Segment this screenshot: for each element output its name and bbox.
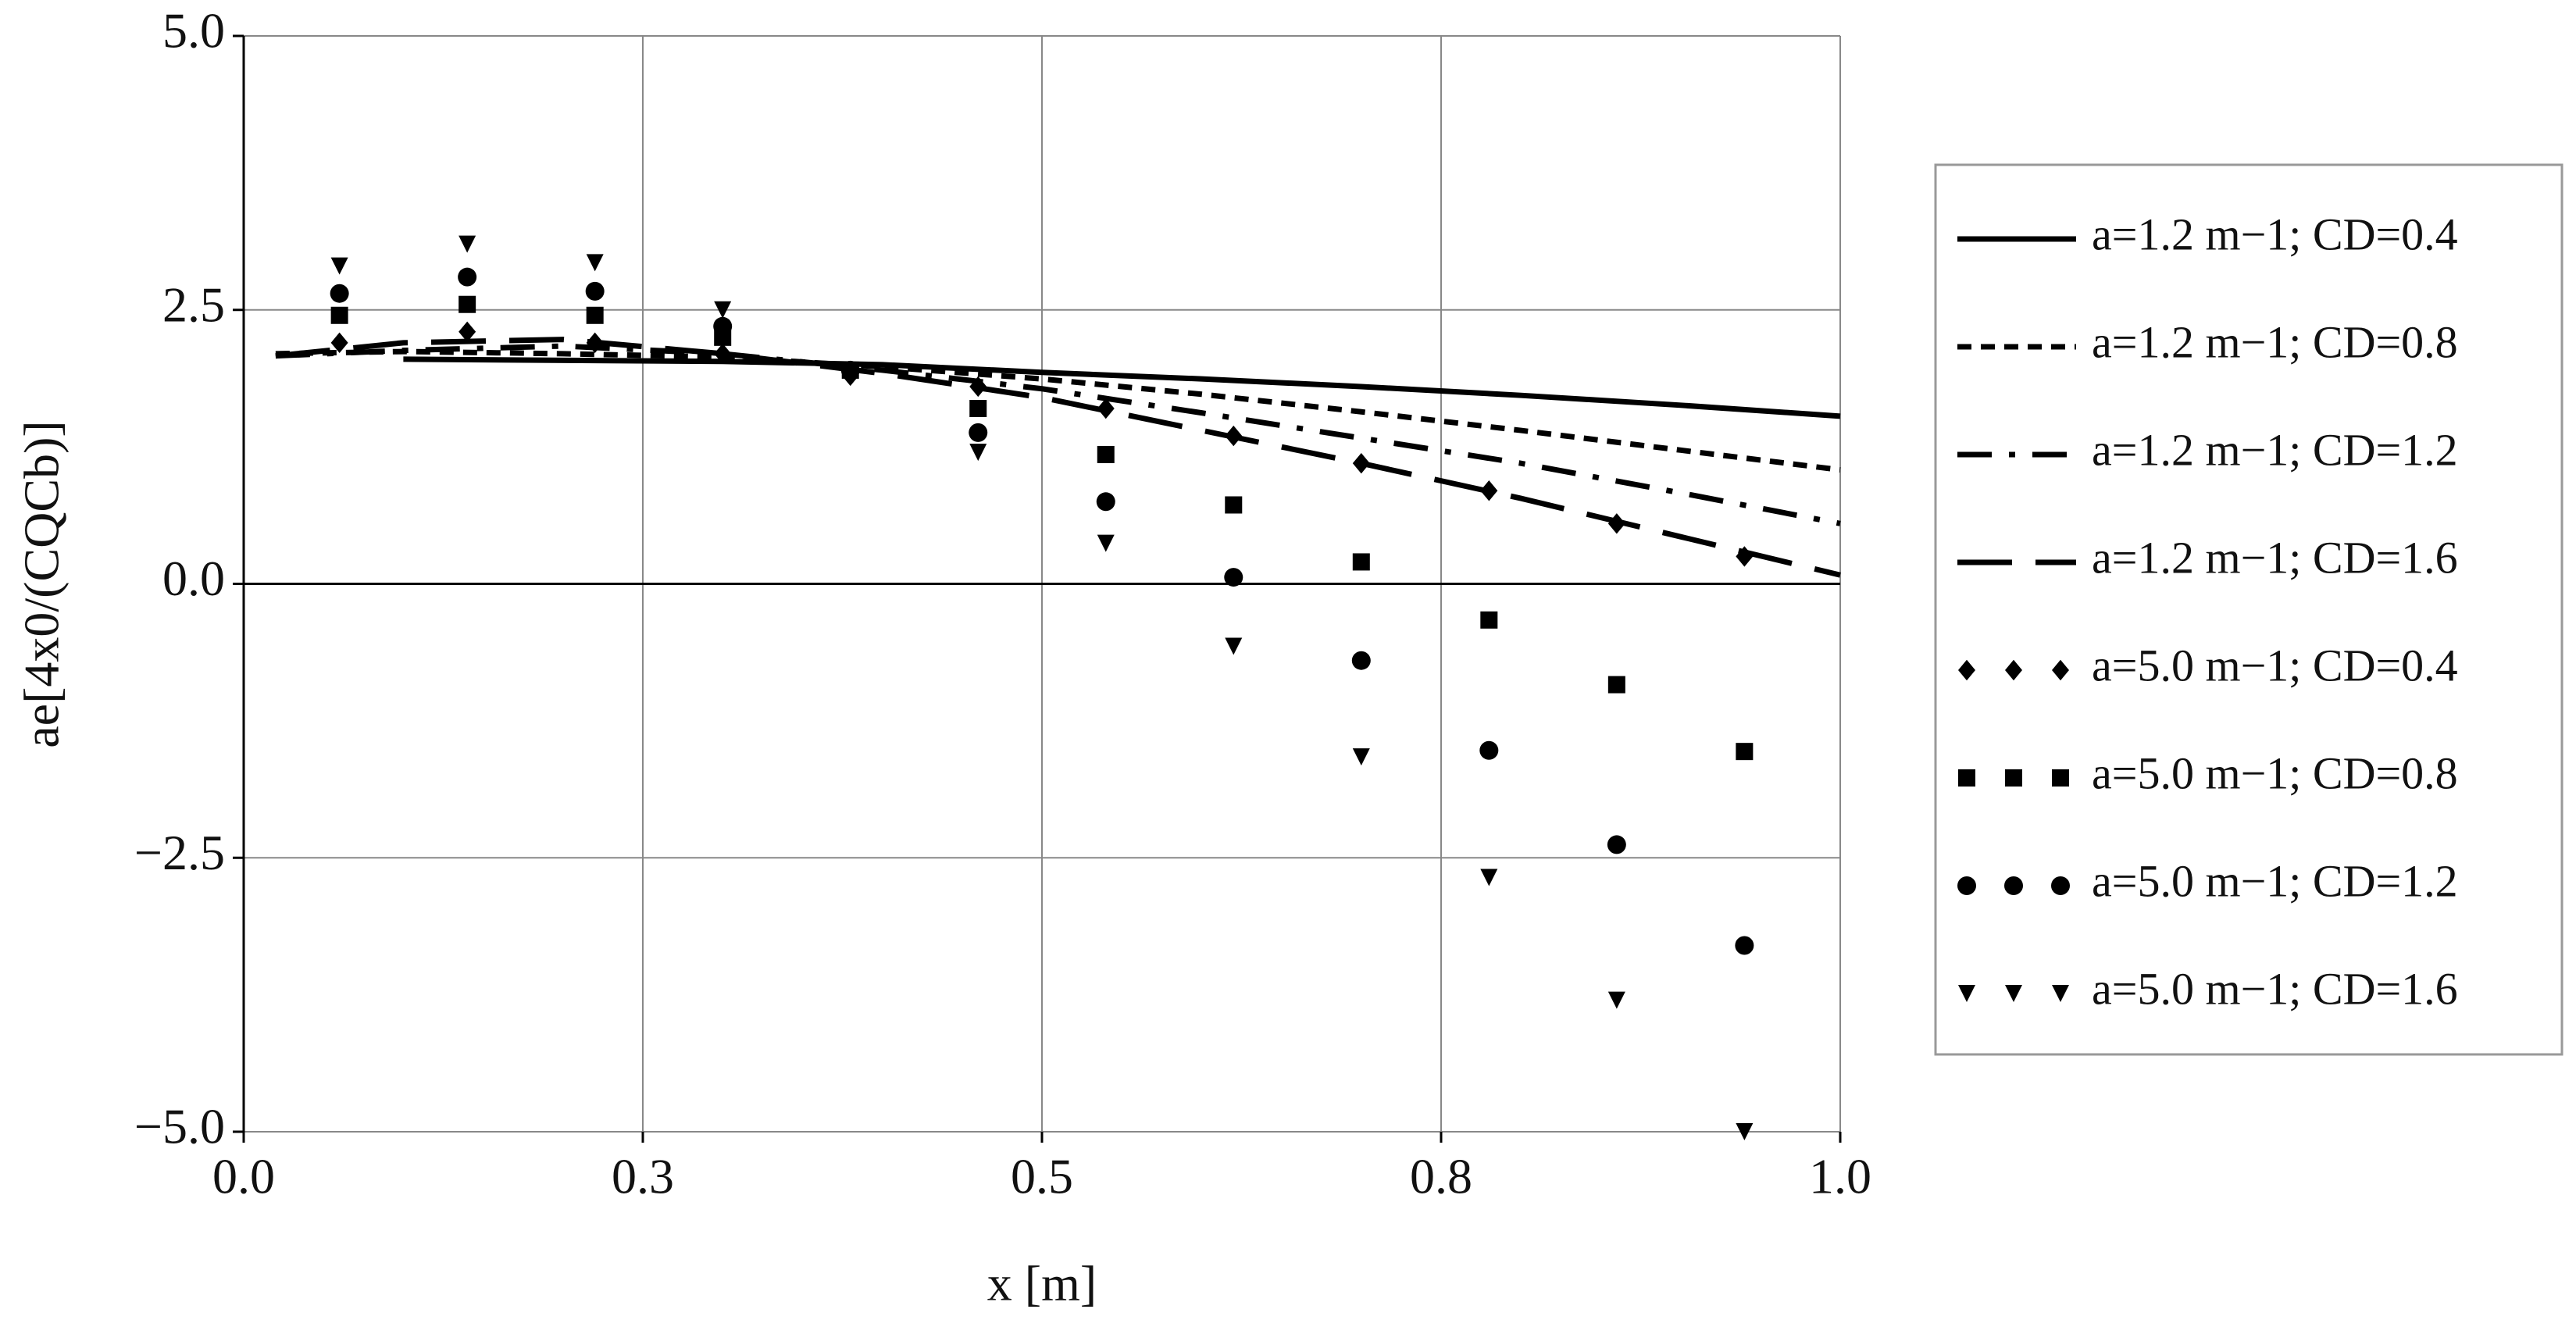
legend-swatch xyxy=(2052,985,2069,1002)
legend-box xyxy=(1934,163,2564,1056)
y-tick-label: 2.5 xyxy=(162,276,225,332)
data-point xyxy=(458,235,476,253)
series-line xyxy=(275,348,1841,473)
data-point xyxy=(1096,492,1115,512)
data-point xyxy=(330,257,348,275)
data-point xyxy=(969,423,988,442)
data-point xyxy=(586,306,604,324)
x-tick-label: 0.8 xyxy=(1410,1149,1472,1204)
data-point xyxy=(1097,398,1115,419)
data-point xyxy=(1480,480,1498,501)
legend-swatch xyxy=(2052,659,2069,681)
legend-label: a=5.0 m−1; CD=0.8 xyxy=(2092,747,2458,798)
data-point xyxy=(1735,936,1754,955)
legend-swatch xyxy=(1958,985,1975,1002)
data-point xyxy=(458,321,476,343)
data-point xyxy=(330,306,348,324)
data-point xyxy=(1480,869,1498,886)
y-tick-label: −5.0 xyxy=(134,1099,225,1154)
y-tick-label: 0.0 xyxy=(162,551,225,606)
series-line xyxy=(275,337,1841,578)
legend-swatch xyxy=(2005,985,2022,1002)
data-point xyxy=(1736,546,1754,567)
data-point xyxy=(969,444,987,462)
series-line xyxy=(275,343,1841,526)
legend-label: a=1.2 m−1; CD=0.4 xyxy=(2092,209,2458,259)
data-point xyxy=(714,301,732,319)
y-tick-label: 5.0 xyxy=(162,3,225,59)
legend-swatch xyxy=(2052,769,2069,787)
data-point xyxy=(1352,452,1370,474)
data-point xyxy=(1097,534,1115,552)
legend-label: a=1.2 m−1; CD=1.6 xyxy=(2092,532,2458,583)
legend-label: a=1.2 m−1; CD=1.2 xyxy=(2092,424,2458,475)
data-point xyxy=(1607,835,1626,854)
legend-swatch xyxy=(2005,769,2022,787)
data-point xyxy=(841,365,859,383)
legend-label: a=5.0 m−1; CD=1.6 xyxy=(2092,963,2458,1014)
legend-swatch xyxy=(1958,769,1975,787)
legend-label: a=5.0 m−1; CD=0.4 xyxy=(2092,640,2458,690)
data-point xyxy=(1225,496,1243,514)
y-tick-label: −2.5 xyxy=(134,825,225,880)
data-point xyxy=(1097,445,1115,463)
data-point xyxy=(330,332,348,354)
data-point xyxy=(585,281,605,301)
data-point xyxy=(1352,748,1370,766)
legend-swatch xyxy=(2005,659,2022,681)
data-point xyxy=(1607,991,1625,1009)
legend-label: a=5.0 m−1; CD=1.2 xyxy=(2092,855,2458,906)
x-tick-label: 0.0 xyxy=(212,1149,275,1204)
data-point xyxy=(586,254,604,272)
legend-swatch xyxy=(1958,659,1975,681)
data-point xyxy=(969,400,987,418)
data-point xyxy=(1607,513,1625,534)
data-point xyxy=(586,332,604,354)
data-point xyxy=(1351,651,1371,670)
data-point xyxy=(1479,740,1499,760)
legend-swatch xyxy=(2051,876,2070,895)
x-tick-label: 0.5 xyxy=(1011,1149,1073,1204)
data-point xyxy=(1225,637,1243,655)
data-point xyxy=(1736,743,1754,761)
data-point xyxy=(714,343,732,365)
x-axis-label: x [m] xyxy=(987,1256,1097,1311)
data-point xyxy=(1607,676,1625,694)
legend-label: a=1.2 m−1; CD=0.8 xyxy=(2092,316,2458,367)
x-tick-label: 1.0 xyxy=(1809,1149,1871,1204)
data-point xyxy=(1480,611,1498,629)
data-point xyxy=(969,376,987,398)
data-point xyxy=(458,295,476,313)
y-axis-label: ae[4x0/(CQCb)] xyxy=(14,420,70,747)
legend-swatch xyxy=(2004,876,2023,895)
data-point xyxy=(1225,425,1243,447)
data-point xyxy=(458,267,477,287)
data-point xyxy=(330,284,349,303)
data-point xyxy=(1224,568,1243,587)
data-point xyxy=(1352,553,1370,571)
data-point xyxy=(1736,1123,1754,1140)
legend-swatch xyxy=(1957,876,1976,895)
x-tick-label: 0.3 xyxy=(612,1149,674,1204)
data-point xyxy=(713,316,733,336)
